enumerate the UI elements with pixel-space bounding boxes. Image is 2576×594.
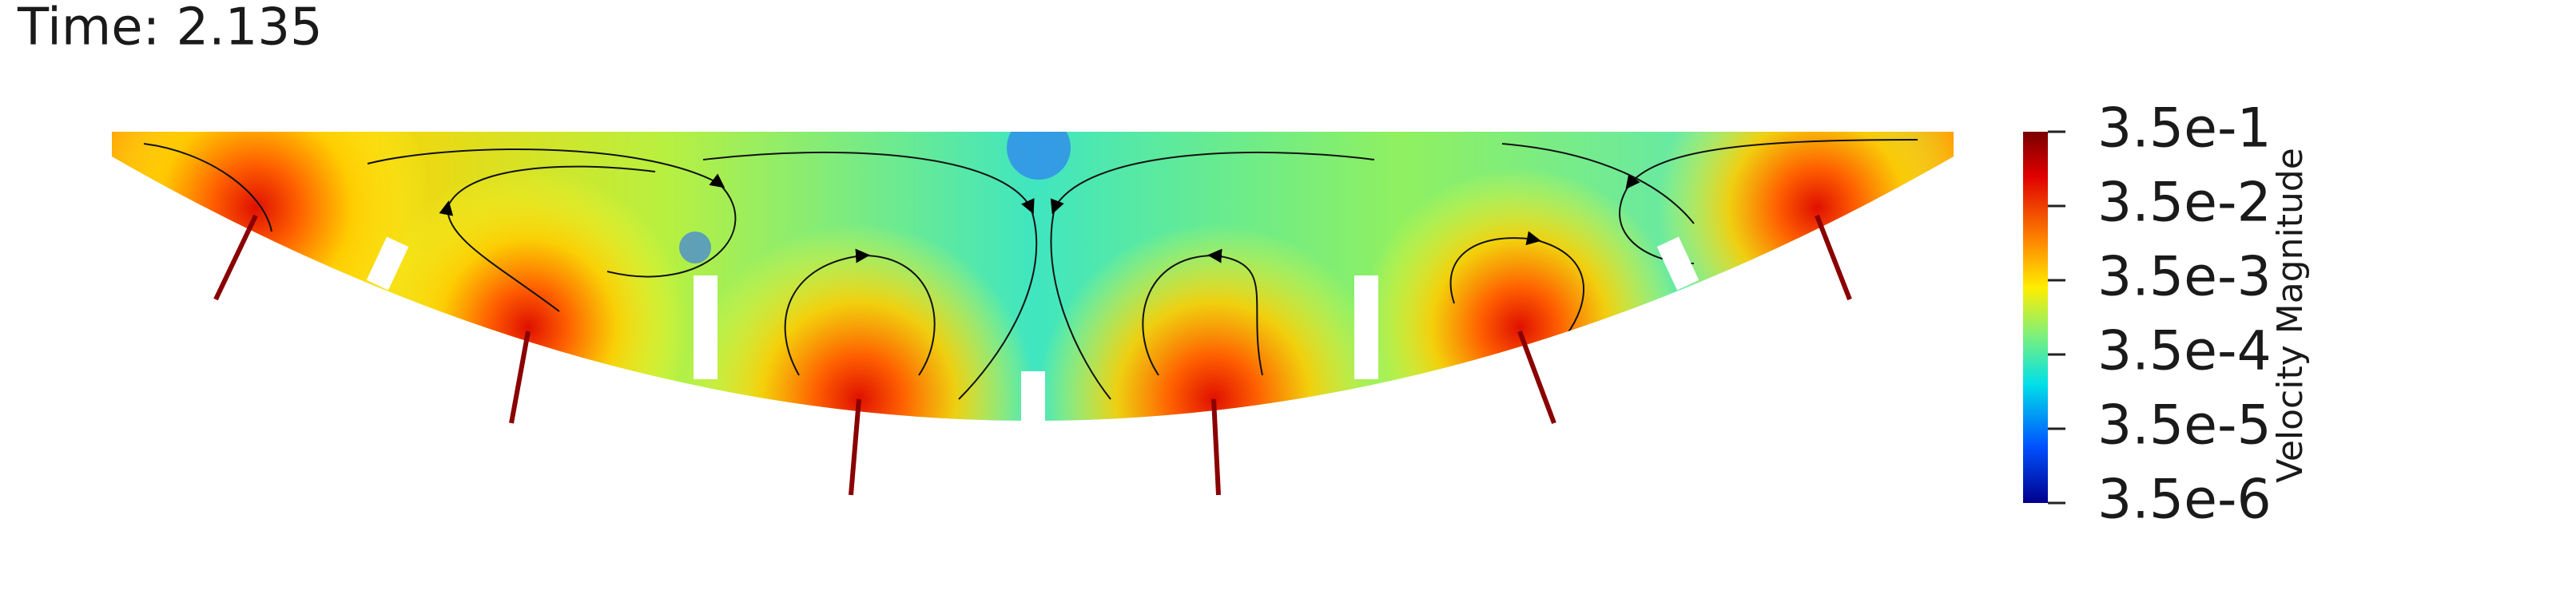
colorbar-label: 3.5e-4 xyxy=(2097,320,2272,383)
colorbar-ticks: 3.5e-1 3.5e-2 3.5e-3 3.5e-4 3.5e-5 3.5e-6 xyxy=(2048,97,2272,532)
colorbar-label: 3.5e-2 xyxy=(2097,172,2272,235)
colorbar-label: 3.5e-1 xyxy=(2097,97,2272,160)
time-label: Time: 2.135 xyxy=(17,0,323,57)
inlets xyxy=(213,214,1852,496)
colorbar xyxy=(2023,132,2048,503)
slots xyxy=(366,236,1699,435)
colorbar-title: Velocity Magnitude xyxy=(2270,148,2311,483)
colorbar-label: 3.5e-6 xyxy=(2097,469,2272,532)
colorbar-label: 3.5e-5 xyxy=(2097,394,2272,457)
colorbar-label: 3.5e-3 xyxy=(2097,246,2272,309)
flow-domain xyxy=(112,132,1954,421)
